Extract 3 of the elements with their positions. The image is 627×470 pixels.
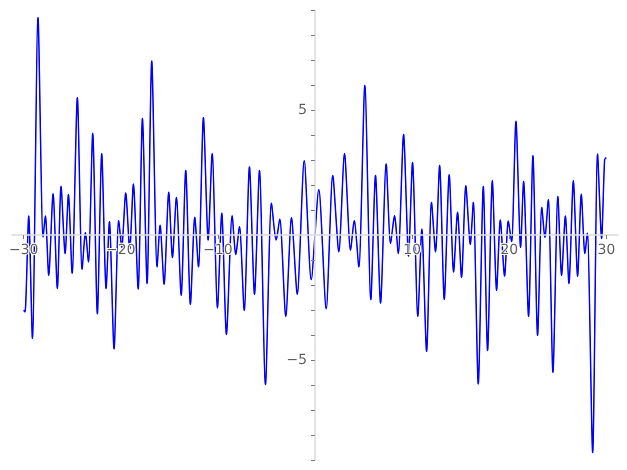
y-tick-label: −5 xyxy=(286,352,307,368)
y-tick-label: 5 xyxy=(298,102,307,118)
x-tick-label: 30 xyxy=(597,242,616,258)
